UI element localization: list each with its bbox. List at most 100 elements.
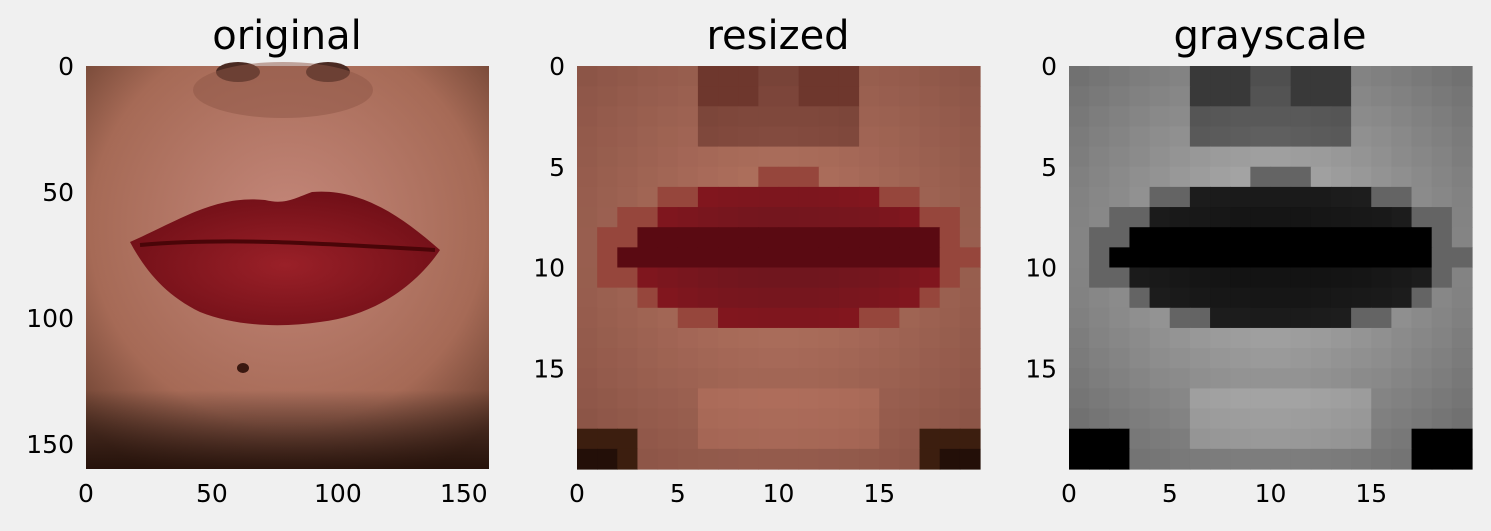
pixel-cell	[939, 186, 961, 208]
image-resized	[577, 66, 981, 470]
pixel-cell	[1189, 207, 1211, 228]
pixel-cell	[838, 126, 860, 148]
pixel-cell	[959, 408, 981, 430]
pixel-cell	[1451, 348, 1473, 369]
pixel-cell	[1391, 327, 1413, 349]
pixel-cell	[919, 327, 941, 349]
pixel-cell	[637, 66, 659, 87]
pixel-cell	[718, 267, 739, 289]
pixel-cell	[697, 66, 719, 87]
pixel-cell	[1250, 166, 1272, 188]
pixel-cell	[1371, 66, 1392, 87]
pixel-cell	[1391, 166, 1413, 188]
pixel-cell	[1371, 146, 1392, 168]
pixel-cell	[1169, 247, 1191, 269]
pixel-cell	[798, 247, 820, 269]
pixel-cell	[1210, 146, 1231, 168]
x-tick-label: 0	[78, 479, 94, 508]
pixel-cell	[1189, 348, 1211, 369]
pixel-cell	[1250, 327, 1272, 349]
pixel-cell	[1391, 66, 1413, 87]
pixel-cell	[1109, 66, 1131, 87]
pixel-cell	[1451, 388, 1473, 410]
pixel-cell	[1250, 186, 1272, 208]
pixel-cell	[677, 106, 699, 128]
pixel-cell	[899, 307, 921, 329]
y-tick-label: 150	[26, 430, 74, 459]
pixel-cell	[1391, 368, 1413, 389]
pixel-cell	[1411, 106, 1433, 128]
pixel-cell	[1149, 207, 1171, 228]
pixel-cell	[1351, 448, 1372, 470]
x-tick-label: 5	[1162, 479, 1178, 508]
pixel-cell	[617, 247, 639, 269]
pixel-cell	[697, 348, 719, 369]
pixel-cell	[1189, 368, 1211, 389]
pixel-cell	[577, 448, 598, 470]
pixel-cell	[778, 388, 800, 410]
pixel-cell	[1330, 86, 1352, 107]
pixel-cell	[778, 126, 800, 148]
pixel-cell	[1149, 267, 1171, 289]
pixel-cell	[1210, 227, 1231, 248]
pixel-cell	[1411, 368, 1433, 389]
pixel-cell	[677, 428, 699, 450]
pixel-cell	[1129, 307, 1151, 329]
pixel-cell	[1109, 348, 1131, 369]
pixel-cell	[1351, 388, 1372, 410]
pixel-cell	[798, 106, 820, 128]
pixel-cell	[718, 327, 739, 349]
pixel-cell	[1391, 348, 1413, 369]
pixel-cell	[697, 327, 719, 349]
pixel-cell	[597, 327, 618, 349]
pixel-cell	[838, 408, 860, 430]
pixel-cell	[1230, 86, 1251, 107]
pixel-cell	[879, 348, 900, 369]
pixel-cell	[778, 287, 800, 309]
pixel-cell	[597, 388, 618, 410]
pixel-cell	[1451, 146, 1473, 168]
pixel-cell	[1230, 166, 1251, 188]
pixel-cell	[1129, 207, 1151, 228]
pixel-cell	[899, 66, 921, 87]
pixel-cell	[959, 368, 981, 389]
pixel-cell	[758, 428, 780, 450]
pixel-cell	[738, 327, 759, 349]
pixel-cell	[1310, 267, 1332, 289]
y-tick-label: 10	[533, 254, 565, 283]
pixel-cell	[1169, 86, 1191, 107]
pixel-cell	[637, 408, 659, 430]
pixel-cell	[879, 408, 900, 430]
pixel-cell	[1250, 428, 1272, 450]
pixel-cell	[718, 227, 739, 248]
pixel-cell	[859, 106, 880, 128]
pixel-cell	[879, 186, 900, 208]
pixel-cell	[1411, 227, 1433, 248]
pixel-cell	[1351, 186, 1372, 208]
pixel-cell	[1351, 267, 1372, 289]
pixel-cell	[1270, 207, 1292, 228]
pixel-cell	[859, 448, 880, 470]
pixel-cell	[899, 348, 921, 369]
pixel-cell	[1129, 428, 1151, 450]
pixel-cell	[637, 146, 659, 168]
pixel-cell	[939, 106, 961, 128]
pixel-cell	[778, 448, 800, 470]
pixel-cell	[1411, 327, 1433, 349]
pixel-cell	[697, 388, 719, 410]
pixel-cell	[617, 66, 639, 87]
pixel-cell	[1109, 207, 1131, 228]
pixel-cell	[597, 267, 618, 289]
pixel-cell	[798, 66, 820, 87]
x-tick-label: 150	[440, 479, 488, 508]
pixel-cell	[637, 428, 659, 450]
pixel-cell	[657, 368, 679, 389]
pixel-cell	[778, 186, 800, 208]
pixel-cell	[637, 287, 659, 309]
pixel-cell	[617, 227, 639, 248]
pixel-cell	[1391, 227, 1413, 248]
pixel-cell	[818, 106, 840, 128]
x-tick-label: 0	[569, 479, 585, 508]
pixel-cell	[1089, 408, 1110, 430]
pixel-cell	[597, 368, 618, 389]
